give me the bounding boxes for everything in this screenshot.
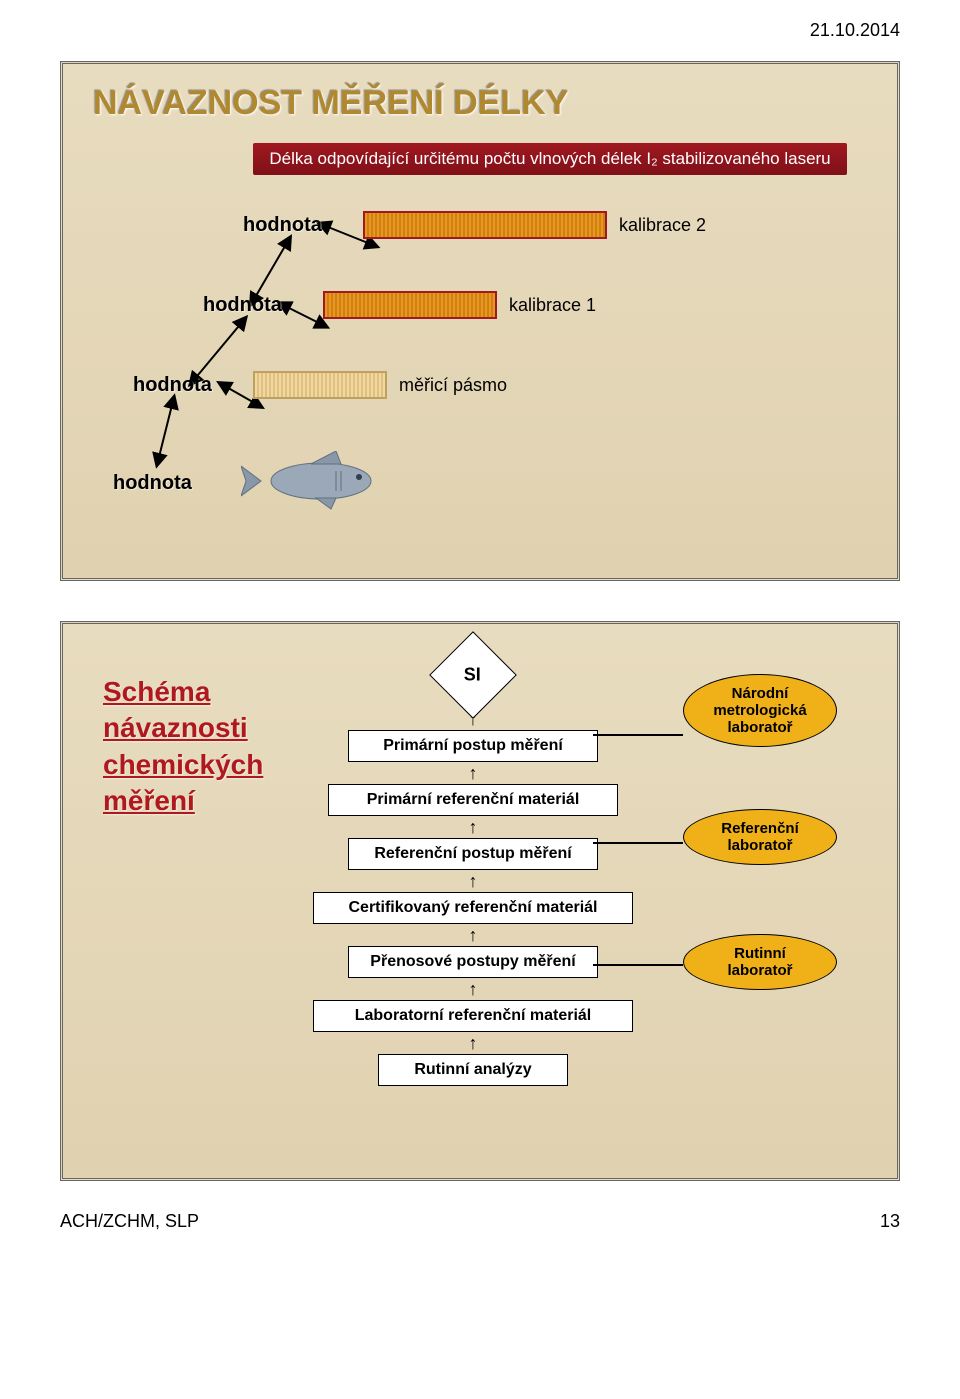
slide-1: NÁVAZNOST MĚŘENÍ DÉLKY Délka odpovídajíc… [60, 61, 900, 581]
footer: ACH/ZCHM, SLP 13 [60, 1211, 900, 1232]
fish-icon [241, 451, 401, 516]
date-header: 21.10.2014 [60, 20, 900, 41]
footer-left: ACH/ZCHM, SLP [60, 1211, 199, 1232]
si-diamond: SI [429, 631, 517, 719]
slide1-title: NÁVAZNOST MĚŘENÍ DÉLKY [93, 84, 867, 123]
box-referencni-postup: Referenční postup měření [348, 838, 598, 870]
si-label: SI [464, 664, 481, 685]
box-cert-material: Certifikovaný referenční materiál [313, 892, 633, 924]
label-kalibrace2: kalibrace 2 [619, 215, 706, 236]
oval-narodni: Národní metrologická laboratoř [683, 674, 837, 747]
laser-banner: Délka odpovídající určitému počtu vlnový… [253, 143, 846, 175]
box-primarni-postup: Primární postup měření [348, 730, 598, 762]
arrow-icon: ↑ [469, 822, 478, 832]
schema-title-l2: návaznosti [103, 710, 263, 746]
schema-title-l4: měření [103, 783, 263, 819]
hodnota-4: hodnota [113, 472, 233, 495]
oval1-l2: metrologická [700, 702, 820, 719]
arrow-icon: ↑ [469, 984, 478, 994]
label-kalibrace1: kalibrace 1 [509, 295, 596, 316]
schema-title-l1: Schéma [103, 674, 263, 710]
oval-rutinni: Rutinní laboratoř [683, 934, 837, 990]
connector-line [593, 734, 683, 736]
oval3-l2: laboratoř [700, 962, 820, 979]
ruler-pasmo [253, 371, 387, 399]
oval-referencni: Referenční laboratoř [683, 809, 837, 865]
arrow-icon: ↑ [469, 876, 478, 886]
oval1-l3: laboratoř [700, 719, 820, 736]
box-rutinni: Rutinní analýzy [378, 1054, 568, 1086]
oval1-l1: Národní [700, 685, 820, 702]
arrow-icon: ↑ [469, 768, 478, 778]
ruler-kalibrace2 [363, 211, 607, 239]
label-pasmo: měřicí pásmo [399, 375, 507, 396]
oval2-l2: laboratoř [700, 837, 820, 854]
ruler-kalibrace1 [323, 291, 497, 319]
arrow-icon: ↑ [469, 930, 478, 940]
oval3-l1: Rutinní [700, 945, 820, 962]
box-primarni-material: Primární referenční materiál [328, 784, 618, 816]
footer-page: 13 [880, 1211, 900, 1232]
hodnota-2: hodnota [203, 294, 323, 317]
hodnota-3: hodnota [133, 374, 253, 397]
oval2-l1: Referenční [700, 820, 820, 837]
connector-line [593, 964, 683, 966]
schema-title: Schéma návaznosti chemických měření [103, 674, 263, 820]
slide-2: Schéma návaznosti chemických měření SI ↑… [60, 621, 900, 1181]
box-prenosove: Přenosové postupy měření [348, 946, 598, 978]
box-labor-material: Laboratorní referenční materiál [313, 1000, 633, 1032]
arrow-icon: ↑ [469, 1038, 478, 1048]
flow-column: SI ↑ Primární postup měření ↑ Primární r… [323, 644, 623, 1090]
hodnota-1: hodnota [243, 214, 363, 237]
schema-title-l3: chemických [103, 747, 263, 783]
connector-line [593, 842, 683, 844]
